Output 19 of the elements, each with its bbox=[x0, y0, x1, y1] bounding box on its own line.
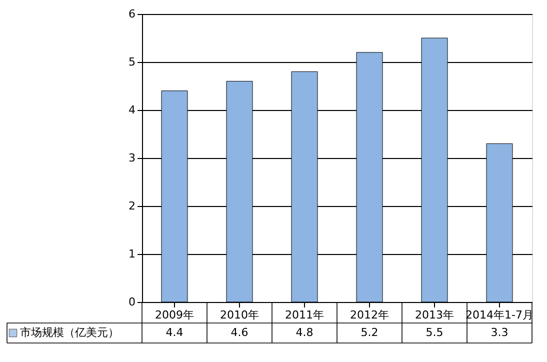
y-tick-label: 2 bbox=[128, 200, 136, 212]
data-label: 5.2 bbox=[360, 326, 378, 339]
x-tick-label: 2012年 bbox=[350, 308, 389, 322]
x-tick-label: 2011年 bbox=[285, 308, 324, 322]
x-tick-label: 2013年 bbox=[415, 308, 454, 322]
data-label: 4.4 bbox=[166, 326, 184, 339]
data-label: 3.3 bbox=[490, 326, 508, 339]
data-label: 4.6 bbox=[230, 326, 248, 339]
legend-label: 市场规模（亿美元） bbox=[20, 326, 119, 339]
y-tick-label: 4 bbox=[128, 104, 136, 116]
data-label: 4.8 bbox=[296, 326, 314, 339]
y-tick-label: 3 bbox=[128, 152, 136, 164]
data-label: 5.5 bbox=[426, 326, 444, 339]
x-tick-label: 2010年 bbox=[220, 308, 259, 322]
y-tick-label: 1 bbox=[128, 248, 136, 260]
x-tick-label: 2009年 bbox=[155, 308, 194, 322]
y-tick-label: 5 bbox=[128, 56, 136, 68]
y-tick-label: 6 bbox=[128, 8, 136, 20]
y-tick-label: 0 bbox=[128, 296, 136, 308]
